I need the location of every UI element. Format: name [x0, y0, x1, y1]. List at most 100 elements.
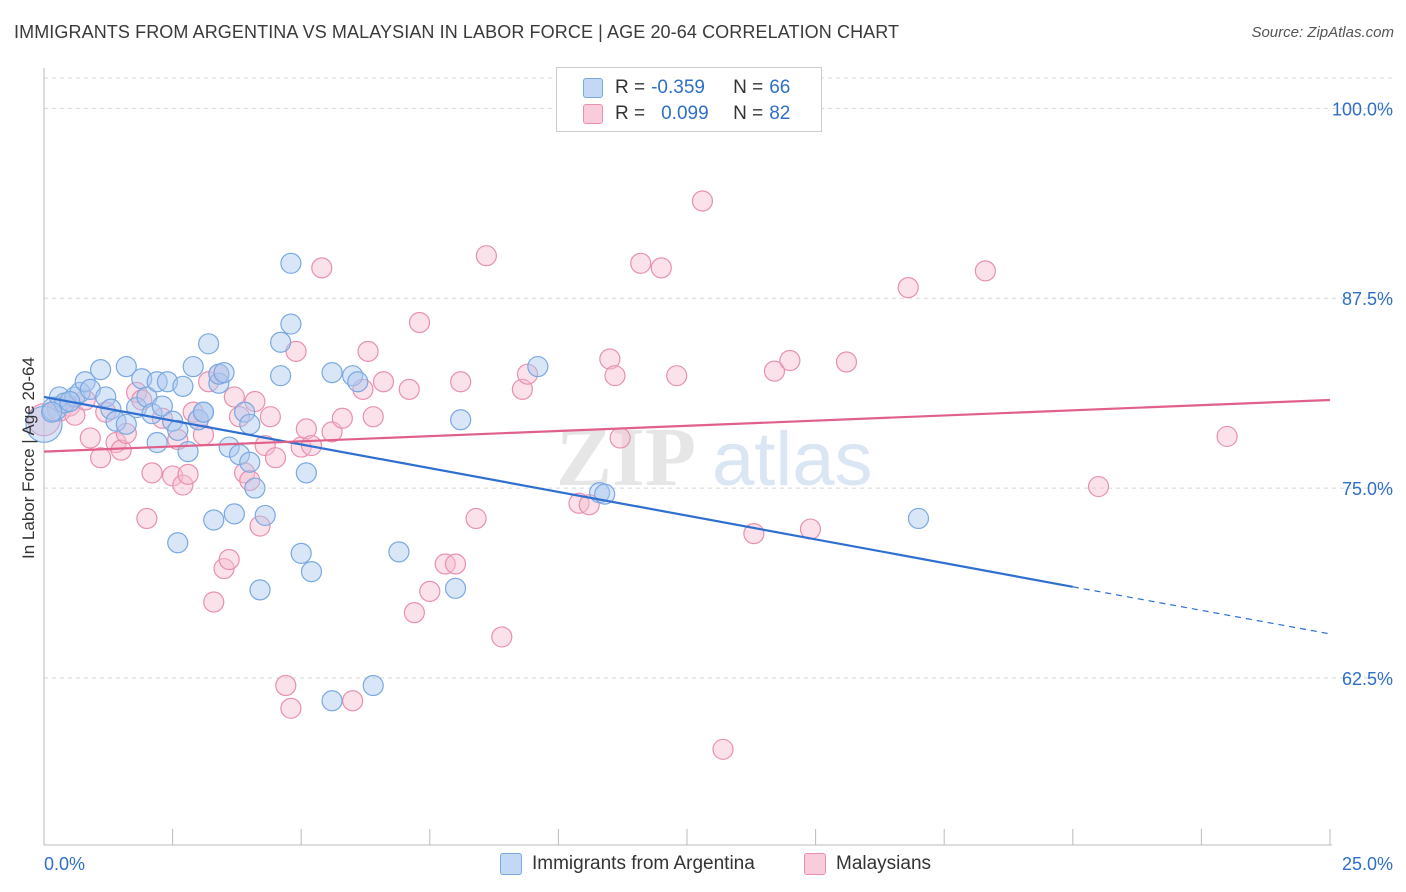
malaysians-points	[27, 190, 1238, 760]
data-point	[450, 409, 472, 431]
chart-title: IMMIGRANTS FROM ARGENTINA VS MALAYSIAN I…	[14, 22, 900, 42]
argentina-points	[25, 252, 930, 712]
data-point	[89, 447, 112, 469]
argentina-trend-extension	[1072, 586, 1331, 635]
bottom-legend-malaysians: Malaysians	[804, 850, 931, 878]
data-point	[198, 333, 220, 355]
data-point	[362, 674, 384, 697]
n-label: N =	[733, 103, 764, 124]
data-point	[203, 509, 225, 531]
data-point	[136, 507, 158, 530]
r-value: 0.099	[661, 103, 709, 124]
data-point	[444, 553, 467, 575]
data-point	[141, 462, 163, 484]
data-point	[223, 503, 245, 525]
data-point	[1216, 425, 1238, 448]
data-point	[311, 257, 333, 279]
data-point	[218, 548, 240, 571]
data-point	[321, 362, 343, 384]
data-point	[79, 378, 101, 400]
data-point	[398, 378, 420, 400]
data-point	[182, 355, 204, 378]
data-point	[630, 252, 652, 274]
source-label: Source: ZipAtlas.com	[1251, 24, 1394, 41]
malaysians-trend-line	[43, 398, 1331, 453]
data-point	[151, 395, 173, 417]
data-point	[136, 386, 158, 408]
data-point	[234, 401, 256, 423]
bottom-legend-label: Malaysians	[836, 853, 932, 874]
data-point	[167, 532, 189, 554]
bottom-legend-label: Immigrants from Argentina	[532, 853, 755, 874]
data-point	[388, 541, 410, 563]
y-tick-label: 62.5%	[1342, 669, 1393, 689]
data-point	[280, 313, 302, 335]
data-point	[1087, 475, 1110, 498]
data-point	[450, 371, 472, 393]
data-point	[604, 365, 626, 387]
watermark-atlas: atlas	[712, 417, 873, 502]
data-point	[280, 252, 302, 274]
data-point	[342, 690, 364, 712]
data-point	[177, 463, 199, 486]
data-point	[79, 427, 101, 449]
watermark-zip: ZIP	[556, 411, 696, 504]
data-point	[239, 451, 261, 473]
data-point	[264, 447, 287, 469]
r-label: R =	[615, 77, 646, 98]
data-point	[691, 190, 714, 212]
data-point	[249, 579, 271, 601]
data-point	[650, 257, 672, 279]
bottom-swatch-blue	[500, 853, 522, 875]
legend-row-malaysians: R = 0.099 N = 82	[583, 102, 790, 126]
n-value: 66	[769, 77, 791, 98]
data-point	[465, 507, 487, 530]
data-point	[95, 386, 117, 408]
data-point	[172, 375, 194, 397]
trend-lines	[43, 395, 1331, 635]
data-point	[475, 245, 497, 267]
axes	[43, 68, 1332, 846]
data-point	[213, 362, 235, 384]
data-point	[89, 359, 112, 381]
data-point	[41, 401, 63, 423]
x-tick-label-min: 0.0%	[44, 854, 85, 874]
data-point	[167, 419, 189, 441]
data-point	[146, 431, 168, 454]
tick-labels: 100.0% 87.5% 75.0% 62.5% 0.0% 25.0%	[44, 99, 1393, 874]
data-point	[280, 697, 302, 719]
data-point	[290, 542, 312, 564]
data-point	[110, 439, 132, 461]
argentina-trend-line	[43, 395, 1073, 588]
y-tick-label: 100.0%	[1332, 99, 1393, 119]
gridlines	[44, 77, 1395, 679]
data-point	[419, 580, 441, 602]
data-point	[115, 355, 137, 378]
data-point	[223, 386, 245, 408]
data-point	[599, 348, 621, 370]
data-point	[347, 371, 369, 393]
data-point	[285, 340, 307, 362]
data-point	[295, 418, 317, 440]
data-point	[239, 413, 261, 435]
data-point	[835, 351, 858, 373]
data-point	[444, 577, 467, 599]
data-point	[372, 371, 395, 393]
data-point	[763, 360, 786, 382]
n-label: N =	[733, 77, 764, 98]
bottom-legend-argentina: Immigrants from Argentina	[500, 850, 755, 878]
y-axis-label: In Labor Force | Age 20-64	[19, 357, 38, 559]
n-value: 82	[769, 103, 791, 124]
data-point	[491, 626, 513, 648]
data-point	[249, 515, 271, 537]
x-tick-label-max: 25.0%	[1342, 854, 1393, 874]
y-tick-label: 87.5%	[1342, 289, 1393, 309]
data-point	[208, 372, 230, 394]
data-point	[331, 407, 353, 429]
legend-row-argentina: R = -0.359 N = 66	[583, 76, 790, 100]
stats-legend: R = -0.359 N = 66 R = 0.099 N = 82	[556, 67, 822, 132]
data-point	[192, 401, 215, 423]
r-label: R =	[615, 103, 646, 124]
r-value: -0.359	[651, 77, 705, 98]
